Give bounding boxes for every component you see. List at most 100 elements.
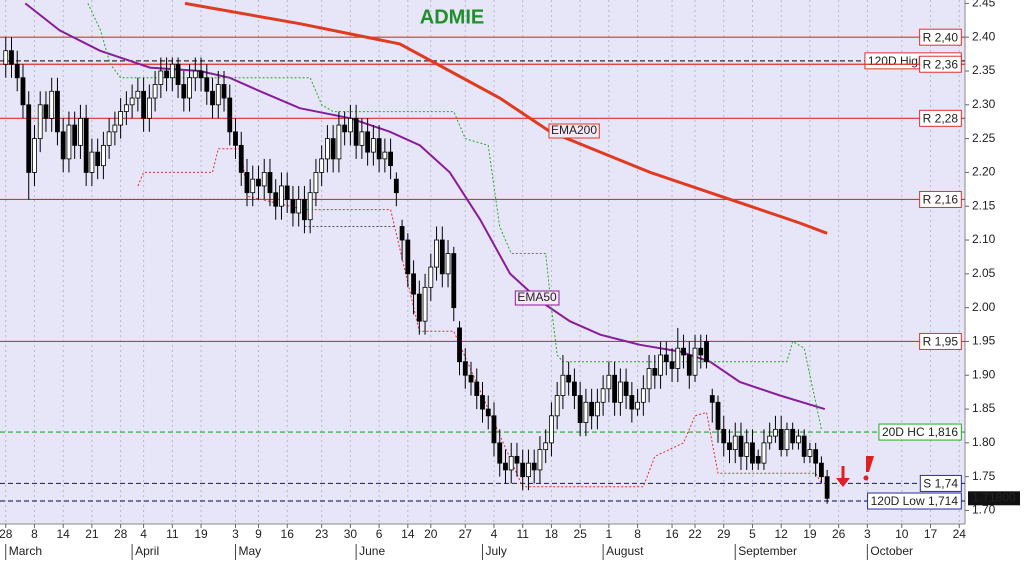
candle-body: [393, 178, 399, 194]
candle-body: [543, 442, 549, 451]
month-label: October: [870, 544, 913, 558]
candle-body: [37, 104, 43, 140]
candle-body: [813, 449, 819, 464]
candle-body: [451, 253, 457, 309]
candle-body: [480, 395, 485, 410]
x-tick-label: 14: [57, 527, 71, 541]
candle-body: [491, 415, 497, 444]
x-tick-label: 1: [606, 527, 613, 541]
y-tick-label: 2.30: [972, 97, 996, 111]
y-tick-label: 2.25: [972, 131, 996, 145]
candle-body: [709, 395, 715, 403]
candle-body: [462, 361, 468, 376]
candle-body: [704, 341, 709, 363]
candle-body: [296, 199, 302, 214]
y-tick-label: 2.40: [972, 29, 996, 43]
candle-body: [187, 77, 192, 99]
x-tick-label: 3: [232, 527, 239, 541]
candle-body: [279, 185, 284, 207]
x-tick-label: 4: [140, 527, 147, 541]
candle-body: [60, 131, 66, 160]
candle-body: [750, 442, 755, 464]
candle-body: [428, 266, 434, 288]
candle-body: [302, 199, 307, 221]
candle-body: [238, 144, 244, 173]
series-label-box: [548, 123, 600, 139]
candle-body: [135, 90, 141, 99]
y-tick-label: 1.70: [972, 503, 996, 517]
candle-body: [738, 435, 744, 457]
x-tick-label: 6: [376, 527, 383, 541]
y-tick-label: 2.10: [972, 232, 996, 246]
y-tick-label: 1.95: [972, 334, 996, 348]
candle-body: [801, 435, 807, 457]
x-tick-label: 9: [255, 527, 262, 541]
candle-body: [554, 395, 560, 417]
x-tick-label: 29: [717, 527, 731, 541]
level-label-box: [919, 109, 962, 127]
candle-body: [123, 104, 129, 112]
right-axis-panel: [965, 0, 1028, 564]
candle-body: [256, 178, 261, 187]
candle-body: [549, 415, 554, 444]
level-label-box: [919, 28, 962, 46]
candle-body: [32, 138, 37, 173]
y-tick-label: 1.75: [972, 469, 996, 483]
candle-body: [198, 70, 204, 79]
candle-body: [313, 172, 319, 194]
candle-body: [537, 449, 543, 471]
x-tick-label: 17: [924, 527, 938, 541]
candle-body: [342, 124, 348, 133]
month-label: September: [738, 544, 797, 558]
candle-body: [118, 111, 124, 126]
candle-body: [640, 388, 646, 403]
candle-body: [778, 428, 784, 451]
x-tick-label: 10: [895, 527, 909, 541]
candle-body: [566, 374, 572, 383]
x-tick-label: 30: [344, 527, 358, 541]
candle-body: [78, 117, 83, 146]
candle-body: [807, 449, 813, 457]
month-label: April: [135, 544, 159, 558]
y-tick-label: 1.80: [972, 435, 996, 449]
x-tick-label: 19: [194, 527, 208, 541]
exclamation-dot: [863, 475, 869, 481]
candle-body: [336, 124, 342, 160]
plot-background: [0, 0, 965, 524]
candle-body: [698, 347, 704, 356]
candle-body: [26, 104, 32, 173]
x-tick-label: 4: [491, 527, 498, 541]
candle-body: [692, 347, 698, 376]
candle-body: [411, 273, 416, 295]
indicator-line: [184, 1, 828, 235]
candle-body: [319, 158, 325, 173]
x-tick-label: 20: [424, 527, 438, 541]
candle-body: [405, 239, 411, 275]
level-label: R 2,36: [923, 57, 959, 71]
y-tick-label: 2.35: [972, 63, 996, 77]
candle-body: [526, 462, 531, 478]
series-label-box: [514, 290, 560, 306]
candle-body: [721, 428, 727, 444]
candle-body: [520, 462, 526, 478]
candle-body: [14, 63, 20, 79]
month-label: May: [239, 544, 262, 558]
candle-body: [365, 131, 371, 153]
candle-body: [560, 374, 566, 396]
candle-body: [55, 90, 60, 133]
candle-body: [635, 401, 640, 410]
candles: [3, 37, 830, 504]
candle-body: [290, 199, 296, 214]
candle-body: [382, 151, 388, 160]
candle-body: [175, 63, 181, 85]
candle-body: [675, 347, 681, 369]
candle-body: [164, 70, 169, 79]
y-tick-label: 2.45: [972, 0, 996, 10]
x-tick-label: 8: [31, 527, 38, 541]
candle-body: [727, 442, 732, 451]
candle-body: [577, 395, 583, 423]
candle-body: [572, 381, 577, 396]
candle-body: [468, 374, 474, 383]
candle-body: [9, 50, 14, 65]
candle-body: [652, 368, 658, 376]
